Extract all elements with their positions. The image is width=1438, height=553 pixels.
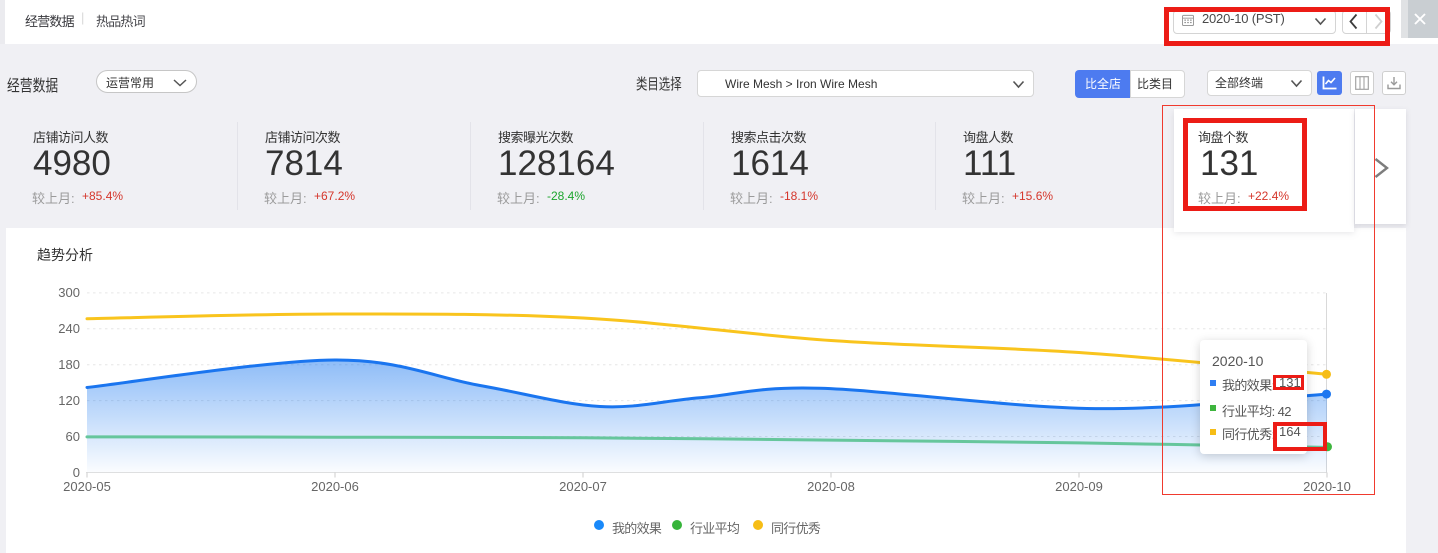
svg-text:300: 300 bbox=[58, 285, 80, 300]
svg-text:2020-10: 2020-10 bbox=[1303, 479, 1351, 494]
svg-text:2020-06: 2020-06 bbox=[311, 479, 359, 494]
svg-text:2020-08: 2020-08 bbox=[807, 479, 855, 494]
svg-text:180: 180 bbox=[58, 357, 80, 372]
svg-text:120: 120 bbox=[58, 393, 80, 408]
svg-text:2020-09: 2020-09 bbox=[1055, 479, 1103, 494]
svg-text:240: 240 bbox=[58, 321, 80, 336]
svg-text:2020-07: 2020-07 bbox=[559, 479, 607, 494]
svg-text:0: 0 bbox=[73, 465, 80, 480]
svg-text:60: 60 bbox=[66, 429, 80, 444]
svg-text:2020-05: 2020-05 bbox=[63, 479, 111, 494]
